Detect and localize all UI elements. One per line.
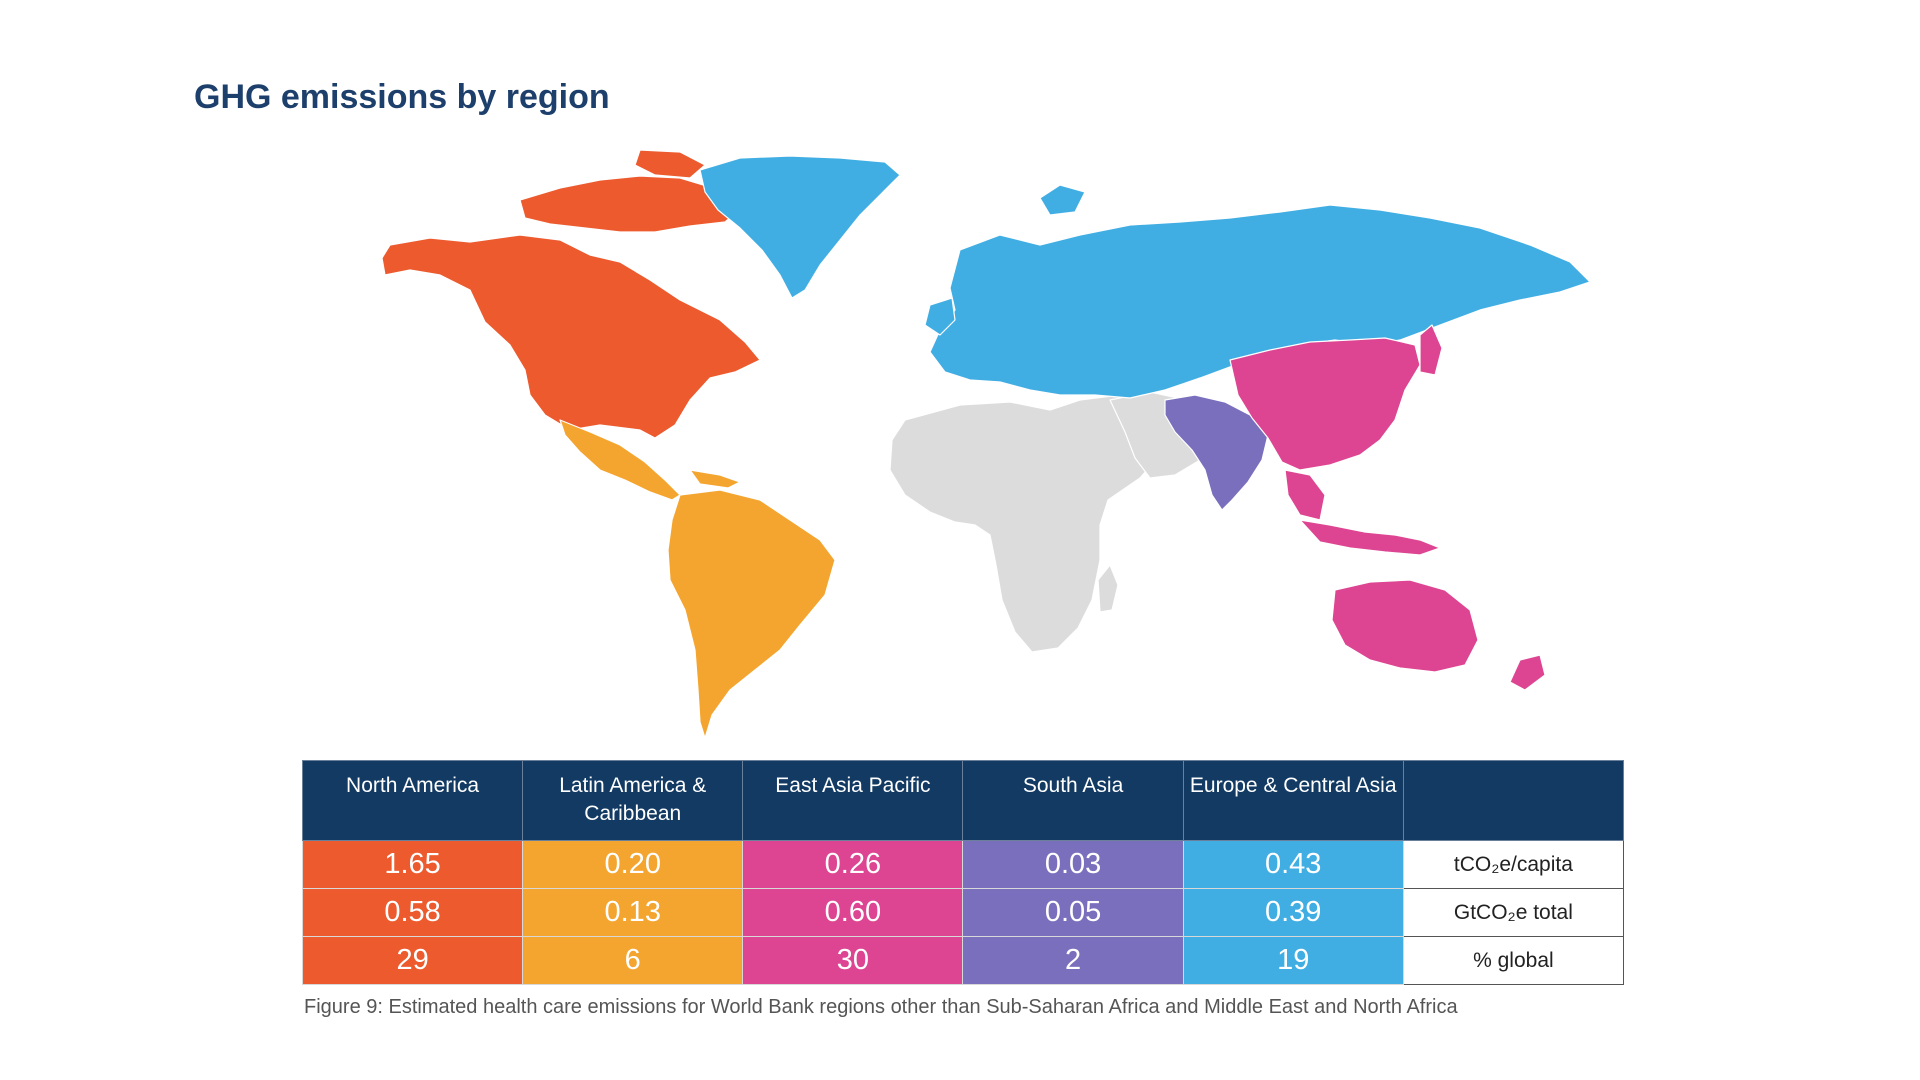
- map-region-latin-america: [559, 419, 836, 739]
- cell-east-asia-pacific: 30: [742, 936, 964, 985]
- unit-label: tCO₂e/capita: [1402, 840, 1625, 889]
- emissions-table: North America Latin America & Caribbean …: [301, 760, 1625, 985]
- cell-north-america: 0.58: [301, 888, 524, 937]
- map-region-europe-central-asia: [924, 184, 1591, 399]
- cell-south-asia: 0.05: [962, 888, 1184, 937]
- cell-europe-central-asia: 19: [1182, 936, 1404, 985]
- map-region-north-america: [381, 149, 761, 439]
- cell-east-asia-pacific: 0.60: [742, 888, 964, 937]
- cell-east-asia-pacific: 0.26: [742, 840, 964, 889]
- figure-caption: Figure 9: Estimated health care emission…: [304, 996, 1458, 1018]
- cell-latin-america: 0.13: [522, 888, 744, 937]
- world-map: [381, 149, 1591, 739]
- table-row: 29 6 30 2 19 % global: [301, 936, 1625, 985]
- cell-south-asia: 2: [962, 936, 1184, 985]
- column-header: Latin America & Caribbean: [522, 760, 744, 841]
- map-region-africa-middle-east: [889, 391, 1216, 653]
- table-header-row: North America Latin America & Caribbean …: [301, 760, 1625, 841]
- cell-north-america: 29: [301, 936, 524, 985]
- cell-latin-america: 0.20: [522, 840, 744, 889]
- column-header: North America: [301, 760, 524, 841]
- page-title: GHG emissions by region: [194, 78, 610, 116]
- cell-latin-america: 6: [522, 936, 744, 985]
- cell-europe-central-asia: 0.43: [1182, 840, 1404, 889]
- cell-europe-central-asia: 0.39: [1182, 888, 1404, 937]
- map-region-greenland: [699, 155, 901, 299]
- column-header: [1402, 760, 1625, 841]
- map-region-south-asia: [1164, 394, 1269, 511]
- map-region-east-asia-pacific: [1229, 324, 1546, 691]
- cell-south-asia: 0.03: [962, 840, 1184, 889]
- table-row: 0.58 0.13 0.60 0.05 0.39 GtCO₂e total: [301, 888, 1625, 937]
- column-header: South Asia: [962, 760, 1184, 841]
- unit-label: GtCO₂e total: [1402, 888, 1625, 937]
- table-row: 1.65 0.20 0.26 0.03 0.43 tCO₂e/capita: [301, 840, 1625, 889]
- column-header: East Asia Pacific: [742, 760, 964, 841]
- unit-label: % global: [1402, 936, 1625, 985]
- cell-north-america: 1.65: [301, 840, 524, 889]
- column-header: Europe & Central Asia: [1182, 760, 1404, 841]
